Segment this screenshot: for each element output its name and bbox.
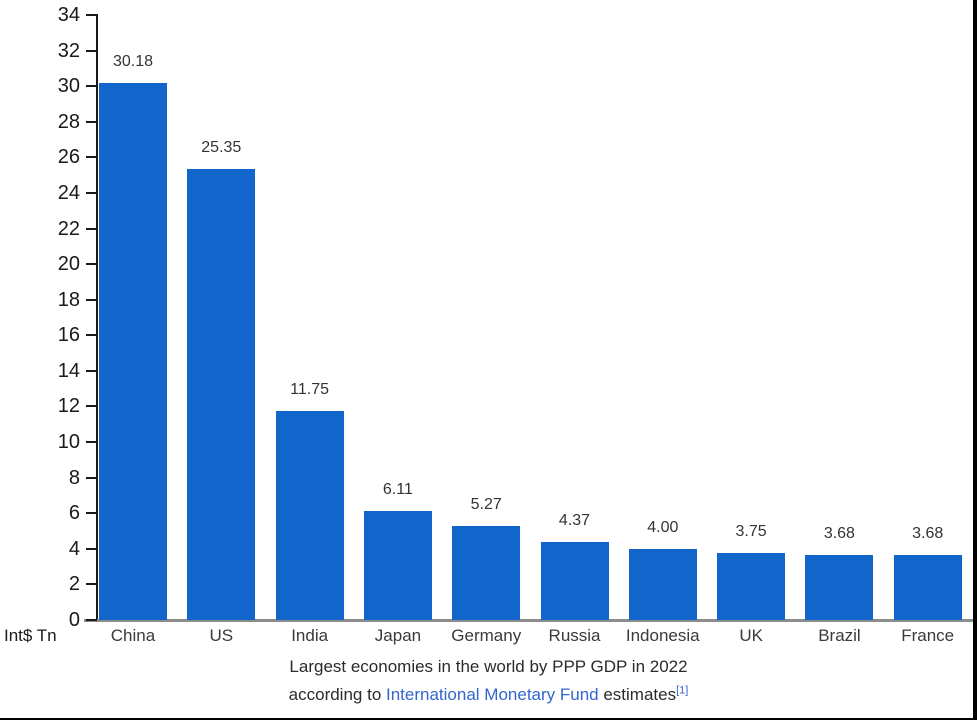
y-tick-label: 6 bbox=[68, 502, 80, 525]
x-axis-line bbox=[84, 619, 973, 622]
y-tick-label: 32 bbox=[57, 39, 80, 62]
screenshot-bottom-edge bbox=[0, 718, 977, 720]
y-axis-tick bbox=[86, 369, 97, 372]
y-tick-label: 30 bbox=[57, 75, 80, 98]
bar bbox=[893, 554, 962, 620]
caption-suffix-text: estimates bbox=[598, 685, 677, 704]
bar bbox=[628, 548, 697, 620]
y-axis-tick bbox=[86, 14, 97, 16]
bar-value-label: 6.11 bbox=[382, 481, 413, 499]
bar bbox=[187, 168, 256, 620]
y-tick-label: 0 bbox=[68, 609, 80, 631]
bar-value-label: 25.35 bbox=[201, 138, 242, 156]
y-axis-tick bbox=[86, 263, 97, 266]
x-category-label: China bbox=[110, 626, 156, 645]
y-tick-label: 4 bbox=[68, 537, 80, 560]
bar-value-label: 5.27 bbox=[470, 496, 502, 514]
bar-value-label: 4.00 bbox=[647, 518, 679, 536]
y-tick-label: 2 bbox=[68, 573, 80, 596]
y-axis-tick bbox=[86, 476, 97, 479]
bar bbox=[363, 511, 432, 620]
x-category-label: Brazil bbox=[818, 626, 861, 645]
bar bbox=[275, 410, 344, 620]
imf-link[interactable]: International Monetary Fund bbox=[386, 685, 599, 704]
bar-value-label: 4.37 bbox=[558, 512, 591, 530]
y-tick-label: 26 bbox=[57, 146, 80, 169]
bar bbox=[99, 83, 167, 620]
bar bbox=[717, 553, 786, 620]
screenshot-right-edge bbox=[973, 0, 977, 720]
bar bbox=[540, 542, 609, 620]
y-axis-tick bbox=[86, 85, 97, 88]
caption-prefix-text: according to bbox=[288, 685, 386, 704]
y-tick-label: 14 bbox=[57, 359, 80, 382]
y-axis-tick bbox=[86, 191, 97, 194]
caption-title-text: Largest economies in the world by PPP GD… bbox=[289, 657, 688, 676]
x-category-label: India bbox=[291, 626, 329, 645]
y-tick-label: 20 bbox=[57, 253, 80, 276]
chart-caption: Largest economies in the world by PPP GD… bbox=[0, 656, 977, 712]
caption-line-1: Largest economies in the world by PPP GD… bbox=[0, 656, 977, 678]
x-category-label: France bbox=[901, 626, 955, 645]
x-category-label: Japan bbox=[374, 626, 422, 645]
caption-line-2: according to International Monetary Fund… bbox=[0, 684, 977, 706]
y-tick-label: 34 bbox=[57, 4, 80, 26]
bar-value-label: 30.18 bbox=[112, 53, 154, 70]
x-category-label: UK bbox=[739, 626, 763, 645]
y-axis-tick bbox=[86, 298, 97, 301]
bar-value-label: 3.75 bbox=[735, 523, 767, 541]
y-axis-line bbox=[96, 14, 98, 621]
y-tick-label: 22 bbox=[57, 217, 80, 240]
y-axis-tick bbox=[86, 156, 97, 159]
y-axis-tick bbox=[86, 512, 97, 515]
y-tick-label: 28 bbox=[57, 110, 80, 133]
y-axis-tick bbox=[86, 405, 97, 408]
y-axis-tick bbox=[86, 120, 97, 123]
bar bbox=[452, 526, 521, 620]
y-axis-tick bbox=[86, 227, 97, 230]
y-tick-label: 8 bbox=[68, 466, 80, 489]
bar-value-label: 3.68 bbox=[823, 524, 855, 542]
y-tick-label: 24 bbox=[57, 181, 80, 204]
y-tick-label: 12 bbox=[57, 395, 80, 418]
y-axis-tick bbox=[86, 441, 97, 444]
bar bbox=[805, 554, 874, 620]
y-axis-tick bbox=[86, 547, 97, 550]
x-category-label: Germany bbox=[451, 626, 522, 645]
y-axis-unit-label: Int$ Tn bbox=[4, 626, 57, 645]
bar-value-label: 3.68 bbox=[912, 524, 944, 542]
y-tick-label: 10 bbox=[57, 431, 80, 454]
y-tick-label: 16 bbox=[57, 324, 80, 347]
y-axis-tick bbox=[86, 619, 97, 621]
x-category-label: Russia bbox=[548, 626, 601, 645]
footnote-1-link[interactable]: [1] bbox=[676, 684, 689, 697]
y-axis-tick bbox=[86, 334, 97, 337]
bar-value-label: 11.75 bbox=[290, 380, 330, 398]
y-axis-tick bbox=[86, 583, 97, 586]
y-axis-tick bbox=[86, 49, 97, 52]
y-tick-label: 18 bbox=[57, 288, 80, 311]
x-category-label: Indonesia bbox=[625, 626, 700, 645]
x-category-label: US bbox=[209, 626, 234, 645]
